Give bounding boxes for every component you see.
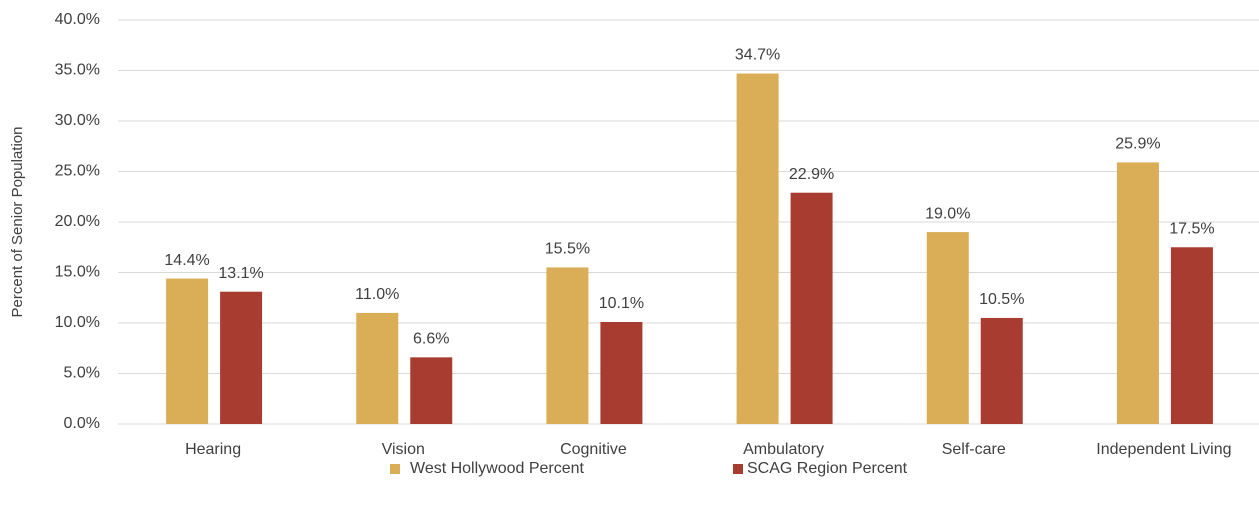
y-tick-label: 35.0% bbox=[55, 62, 100, 79]
value-label: 10.5% bbox=[979, 291, 1024, 308]
value-label: 15.5% bbox=[545, 241, 590, 258]
legend-label: West Hollywood Percent bbox=[410, 460, 585, 477]
value-label: 25.9% bbox=[1115, 136, 1160, 153]
x-tick-label: Self-care bbox=[942, 441, 1006, 458]
bar bbox=[926, 232, 969, 424]
bar bbox=[546, 267, 589, 424]
value-label: 19.0% bbox=[925, 205, 970, 222]
legend-swatch bbox=[733, 464, 743, 474]
value-label: 6.6% bbox=[413, 331, 449, 348]
value-label: 13.1% bbox=[218, 265, 263, 282]
bar bbox=[1116, 162, 1159, 424]
y-tick-label: 40.0% bbox=[55, 11, 100, 28]
value-label: 34.7% bbox=[735, 47, 780, 64]
y-tick-label: 30.0% bbox=[55, 112, 100, 129]
x-tick-label: Cognitive bbox=[560, 441, 627, 458]
legend-label: SCAG Region Percent bbox=[747, 460, 908, 477]
bar bbox=[736, 73, 779, 424]
y-tick-label: 20.0% bbox=[55, 213, 100, 230]
x-tick-label: Independent Living bbox=[1096, 441, 1231, 458]
y-tick-label: 10.0% bbox=[55, 314, 100, 331]
bar bbox=[1170, 247, 1213, 424]
bar bbox=[220, 291, 263, 424]
x-tick-label: Vision bbox=[382, 441, 425, 458]
y-axis-title: Percent of Senior Population bbox=[9, 127, 26, 318]
bar bbox=[356, 312, 399, 424]
bar bbox=[410, 357, 453, 424]
y-tick-label: 0.0% bbox=[64, 415, 100, 432]
legend-swatch bbox=[390, 464, 400, 474]
value-label: 10.1% bbox=[599, 295, 644, 312]
bar bbox=[166, 278, 209, 424]
y-tick-label: 15.0% bbox=[55, 264, 100, 281]
value-label: 22.9% bbox=[789, 166, 834, 183]
y-tick-label: 25.0% bbox=[55, 163, 100, 180]
y-tick-label: 5.0% bbox=[64, 365, 100, 382]
x-tick-label: Ambulatory bbox=[743, 441, 824, 458]
x-tick-label: Hearing bbox=[185, 441, 241, 458]
value-label: 14.4% bbox=[164, 252, 209, 269]
bar bbox=[600, 321, 643, 424]
bar bbox=[980, 317, 1023, 424]
value-label: 11.0% bbox=[355, 286, 399, 303]
value-label: 17.5% bbox=[1169, 220, 1214, 237]
bar bbox=[790, 192, 833, 424]
